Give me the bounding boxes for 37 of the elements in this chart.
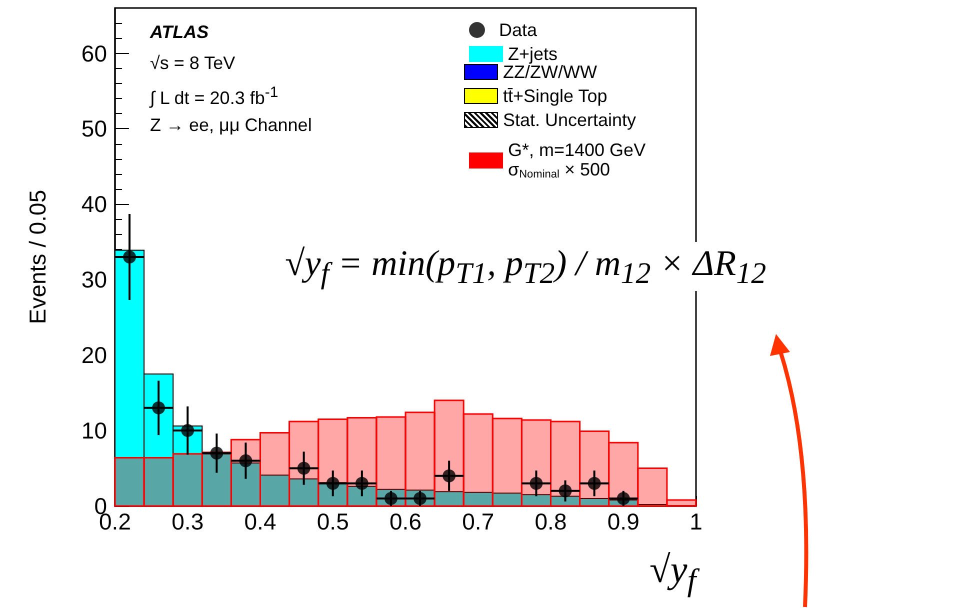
- point: [326, 476, 340, 490]
- y-tick-label: 40: [81, 191, 107, 218]
- point: [123, 250, 136, 264]
- point: [152, 401, 166, 414]
- x-tick-label: 0.3: [172, 508, 204, 534]
- point: [181, 424, 194, 438]
- annotation: ATLAS: [150, 22, 209, 43]
- x-tick-label: 0.5: [316, 508, 349, 534]
- y-axis-title: Events / 0.05: [24, 190, 50, 324]
- legend-label: Data: [499, 20, 538, 40]
- x-tick-label: 0.9: [607, 508, 640, 534]
- annotation: tt̄+Single Top: [503, 86, 608, 107]
- annotation: Z → ee, μμ Channel: [150, 115, 312, 136]
- point: [297, 462, 310, 475]
- legend-label: Z+jets: [508, 44, 558, 64]
- point: [616, 492, 630, 505]
- y-tick-label: 20: [81, 342, 107, 368]
- x-tick-label: 0.4: [244, 508, 276, 534]
- x-tick-label: 0.6: [390, 508, 422, 534]
- x-tick-label: 0.8: [534, 508, 567, 534]
- point: [239, 454, 252, 468]
- annotation: ∫ L dt = 20.3 fb$^{-1}$: [150, 84, 278, 109]
- point: [588, 476, 601, 490]
- annotation: Stat. Uncertainty: [503, 110, 636, 131]
- y-tick-label: 30: [81, 266, 107, 293]
- y-tick-label: 10: [81, 418, 107, 444]
- x-tick-label: 0.7: [462, 508, 494, 534]
- text: √y$_{f}$ = min(p$_{T1}$, p$_{T2}$) / m$_{12}$ × ΔR$_{12}$: [285, 243, 766, 290]
- point: [355, 476, 368, 490]
- y-tick-label: 50: [81, 116, 107, 142]
- y-tick-label: 60: [81, 40, 107, 66]
- point: [210, 446, 224, 460]
- x-tick-label: 1: [690, 508, 702, 534]
- point: [558, 484, 572, 498]
- point: [442, 469, 456, 482]
- annotation: √s = 8 TeV: [150, 53, 236, 74]
- point: [530, 476, 543, 490]
